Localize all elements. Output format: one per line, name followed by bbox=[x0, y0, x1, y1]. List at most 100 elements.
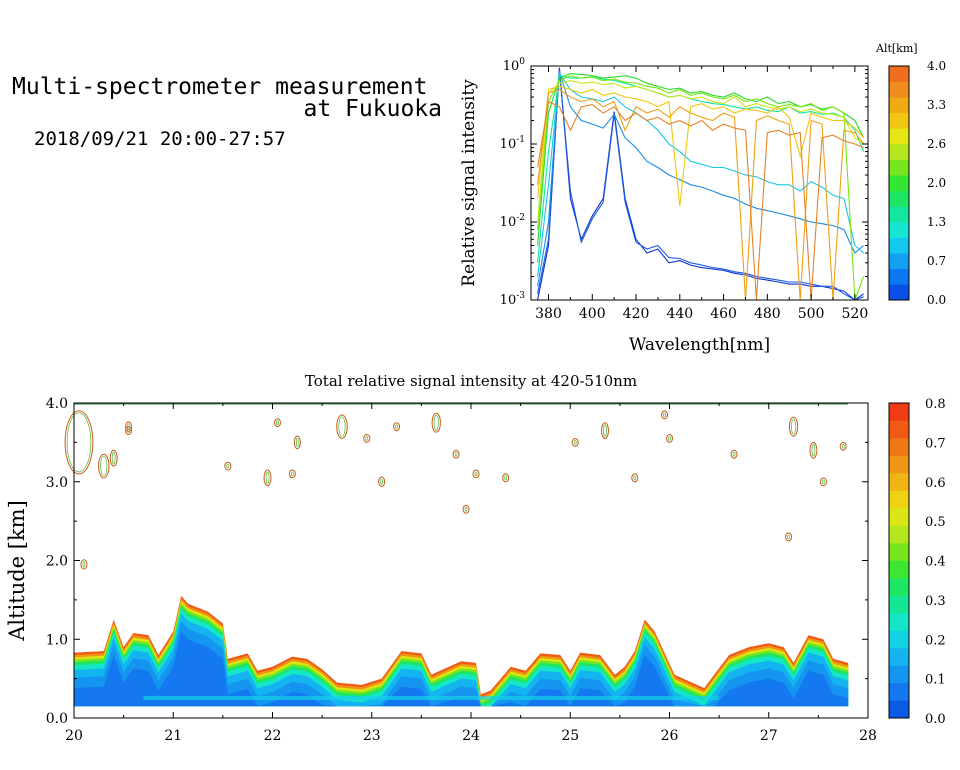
heatmap-cloud-blob bbox=[80, 559, 88, 570]
title-line-2: at Fukuoka bbox=[303, 96, 442, 122]
heatmap-colorbar-swatch bbox=[889, 595, 909, 614]
heatmap-cloud-blob bbox=[821, 479, 825, 485]
heatmap-cloud-blob bbox=[504, 475, 508, 481]
heatmap-y-axis-label: Altitude [km] bbox=[5, 500, 29, 642]
spectrum-y-tick-label: 100 bbox=[503, 57, 526, 74]
heatmap-x-tick-label: 21 bbox=[164, 728, 182, 744]
heatmap-cloud-blob bbox=[273, 418, 281, 428]
heatmap-cloud-blob bbox=[464, 507, 468, 512]
heatmap-cloud-blob bbox=[293, 435, 301, 450]
spectrum-colorbar-tick-label: 4.0 bbox=[927, 59, 946, 73]
spectrum-series-line bbox=[537, 73, 865, 246]
spectrum-colorbar-swatch bbox=[889, 159, 909, 176]
spectrum-colorbar-frame bbox=[888, 65, 910, 301]
spectrum-colorbar-swatch bbox=[889, 97, 909, 114]
heatmap-x-tick-label: 25 bbox=[561, 728, 579, 744]
heatmap-y-tick-label: 3.0 bbox=[46, 475, 68, 491]
heatmap-cloud-blob bbox=[452, 449, 460, 459]
heatmap-colorbar-frame bbox=[888, 402, 910, 719]
spectrum-colorbar-swatch bbox=[889, 175, 909, 192]
page-title: Multi-spectrometer measurement at Fukuok… bbox=[12, 74, 442, 122]
spectrum-series-line bbox=[537, 85, 865, 207]
heatmap-cloud-blob bbox=[472, 469, 480, 479]
heatmap-x-tick-label: 23 bbox=[363, 728, 381, 744]
heatmap-colorbar-swatch bbox=[889, 438, 909, 456]
heatmap-cloud-blob bbox=[111, 451, 116, 465]
heatmap-cloud-blob bbox=[633, 475, 637, 481]
heatmap-cloud-blob bbox=[431, 412, 441, 433]
spectrum-series-line bbox=[537, 71, 864, 287]
heatmap-cloud-blob bbox=[811, 444, 816, 457]
heatmap-cloud-blob bbox=[125, 421, 133, 432]
spectrum-colorbar-tick-label: 1.3 bbox=[927, 215, 946, 229]
heatmap-cloud-blob bbox=[82, 561, 86, 568]
heatmap-cloud-blob bbox=[226, 463, 230, 469]
heatmap-cloud-blob bbox=[661, 410, 669, 420]
heatmap-cloud-blob bbox=[785, 532, 793, 542]
heatmap-cloud-blob bbox=[571, 437, 579, 447]
heatmap-cloud-blob bbox=[276, 420, 279, 425]
heatmap-cloud-blob bbox=[788, 416, 799, 437]
heatmap-cloud-blob bbox=[378, 476, 386, 487]
heatmap-cloud-band bbox=[74, 631, 849, 707]
spectrum-colorbar-swatch bbox=[889, 144, 909, 160]
spectrum-series-line bbox=[537, 88, 865, 300]
spectrum-series-line bbox=[537, 69, 864, 300]
heatmap-cloud-blob bbox=[66, 412, 92, 473]
heatmap-colorbar-tick-label: 0.3 bbox=[925, 594, 946, 609]
spectrum-colorbar-tick-label: 2.6 bbox=[927, 137, 946, 151]
spectrum-x-tick-label: 380 bbox=[535, 306, 562, 322]
heatmap-colorbar-tick-label: 0.2 bbox=[925, 633, 946, 648]
heatmap-colorbar-swatch bbox=[889, 543, 909, 561]
heatmap-colorbar-swatch bbox=[889, 613, 909, 631]
heatmap-cloud-blob bbox=[380, 478, 384, 485]
heatmap-colorbar-tick-label: 0.8 bbox=[925, 397, 946, 412]
heatmap-cloud-blob bbox=[787, 534, 790, 540]
spectrum-y-tick-label: 10-2 bbox=[500, 213, 525, 230]
heatmap-colorbar-tick-label: 0.5 bbox=[925, 515, 946, 530]
heatmap-x-tick-label: 28 bbox=[859, 728, 877, 744]
heatmap-cloud-blob bbox=[819, 477, 827, 487]
heatmap-colorbar-tick-label: 0.6 bbox=[925, 476, 946, 491]
heatmap-cloud-blob bbox=[841, 444, 845, 449]
heatmap-cloud-blob bbox=[666, 434, 673, 443]
spectrum-x-tick-label: 500 bbox=[798, 306, 825, 322]
heatmap-cloud-blob bbox=[839, 441, 847, 451]
heatmap-cloud-blob bbox=[732, 451, 736, 457]
title-line-1: Multi-spectrometer measurement bbox=[12, 74, 428, 100]
heatmap-x-tick-label: 20 bbox=[65, 728, 83, 744]
heatmap-cloud-blob bbox=[502, 473, 510, 483]
heatmap-cloud-blob bbox=[288, 469, 296, 479]
spectrum-colorbar-tick-label: 0.0 bbox=[927, 293, 946, 307]
heatmap-cloud-blob bbox=[454, 451, 458, 457]
spectrum-series-line bbox=[537, 75, 865, 300]
spectrum-colorbar-swatch bbox=[889, 128, 909, 145]
heatmap-x-tick-label: 24 bbox=[462, 728, 480, 744]
heatmap-y-tick-label: 0.0 bbox=[46, 711, 68, 727]
spectrum-colorbar-swatch bbox=[889, 222, 909, 238]
spectrum-y-axis-label: Relative signal intensity bbox=[459, 79, 479, 287]
heatmap-cloud-blob bbox=[631, 473, 639, 483]
spectrum-colorbar-swatch bbox=[889, 190, 909, 207]
heatmap-colorbar-swatch bbox=[889, 455, 909, 474]
spectrum-colorbar-tick-label: 2.0 bbox=[927, 176, 946, 190]
heatmap-cloud-blob bbox=[730, 449, 738, 459]
spectrum-x-tick-label: 480 bbox=[754, 306, 781, 322]
heatmap-cloud-blob bbox=[336, 414, 348, 439]
heatmap-cloud-blob bbox=[125, 426, 133, 435]
heatmap-cloud-blob bbox=[224, 461, 232, 471]
spectrum-series-line bbox=[537, 67, 864, 300]
heatmap-x-tick-label: 22 bbox=[264, 728, 282, 744]
heatmap-colorbar-tick-label: 0.0 bbox=[925, 712, 946, 727]
spectrum-series-line bbox=[537, 100, 864, 300]
spectrum-colorbar-swatch bbox=[889, 66, 909, 82]
heatmap-colorbar-swatch bbox=[889, 420, 909, 439]
heatmap-cloud-blob bbox=[573, 440, 577, 445]
heatmap-colorbar-swatch bbox=[889, 578, 909, 596]
spectrum-x-tick-label: 400 bbox=[579, 306, 606, 322]
heatmap-cloud-blob bbox=[295, 437, 299, 448]
heatmap-cloud-blob bbox=[64, 410, 94, 475]
spectrum-colorbar-swatch bbox=[889, 284, 909, 301]
spectrum-y-tick-label: 10-1 bbox=[500, 135, 525, 152]
spectrum-colorbar-tick-label: 3.3 bbox=[927, 98, 946, 112]
